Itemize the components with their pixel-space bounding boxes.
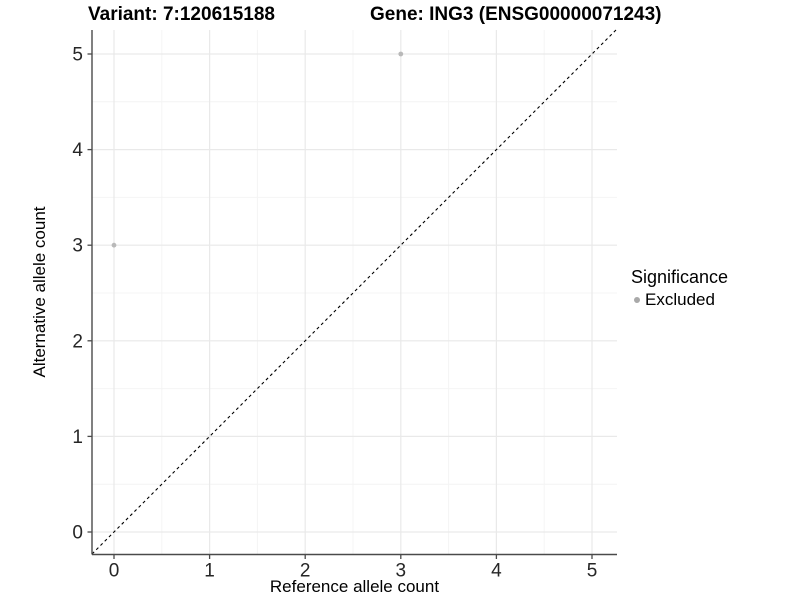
legend-title: Significance [631, 267, 729, 287]
y-axis-title: Alternative allele count [30, 206, 49, 378]
x-axis-title: Reference allele count [269, 577, 440, 596]
x-tick-label: 3 [396, 561, 407, 582]
x-tick-label: 1 [204, 561, 215, 582]
y-tick-label: 3 [72, 236, 83, 257]
y-tick-label: 1 [72, 427, 83, 448]
x-tick-label: 4 [491, 561, 502, 582]
data-point [111, 242, 117, 248]
x-tick-label: 5 [587, 561, 598, 582]
y-tick-label: 4 [72, 140, 83, 161]
y-tick-label: 2 [72, 331, 83, 352]
data-point [398, 51, 404, 57]
x-tick-label: 0 [109, 561, 120, 582]
legend: Significance Excluded [631, 267, 728, 309]
x-tick-label: 2 [300, 561, 311, 582]
legend-item-label: Excluded [645, 290, 715, 309]
gene-title: Gene: ING3 (ENSG00000071243) [370, 4, 662, 25]
legend-item-excluded: Excluded [631, 290, 728, 309]
y-tick-label: 5 [72, 45, 83, 66]
y-tick-label: 0 [72, 523, 83, 544]
variant-title: Variant: 7:120615188 [88, 4, 275, 25]
excluded-point-icon [634, 296, 640, 303]
identity-reference-line [91, 28, 618, 555]
